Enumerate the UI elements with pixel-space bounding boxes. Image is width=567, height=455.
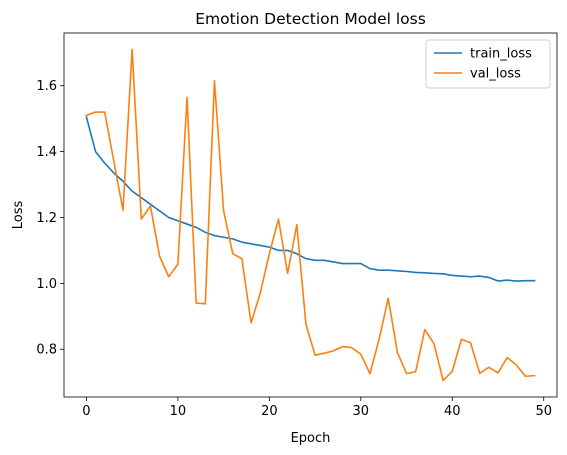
y-tick-label: 1.0 [36, 277, 57, 292]
y-axis-title: Loss [11, 201, 26, 230]
y-tick-label: 0.8 [36, 343, 57, 358]
x-tick-label: 30 [353, 404, 370, 419]
legend-label: train_loss [470, 47, 532, 62]
y-tick-label: 1.4 [36, 145, 57, 160]
plot-frame [63, 32, 558, 398]
series-line-val-loss [85, 48, 536, 382]
y-tick-label: 1.2 [36, 211, 57, 226]
x-tick-label: 20 [261, 404, 278, 419]
y-tick-label: 1.6 [36, 79, 57, 94]
legend: train_loss val_loss [425, 39, 551, 89]
series-line-train-loss [85, 116, 536, 282]
x-tick-label: 10 [170, 404, 187, 419]
chart-title: Emotion Detection Model loss [195, 10, 426, 28]
x-tick-label: 50 [535, 404, 552, 419]
series-layer [85, 48, 536, 382]
ticks-layer: 0 10 20 30 40 50 0.8 1.0 1.2 1.4 1.6 [36, 79, 552, 419]
x-tick-label: 40 [444, 404, 461, 419]
legend-box [425, 39, 551, 89]
x-tick-label: 0 [82, 404, 90, 419]
x-axis-title: Epoch [291, 431, 331, 446]
legend-label: val_loss [470, 67, 521, 82]
